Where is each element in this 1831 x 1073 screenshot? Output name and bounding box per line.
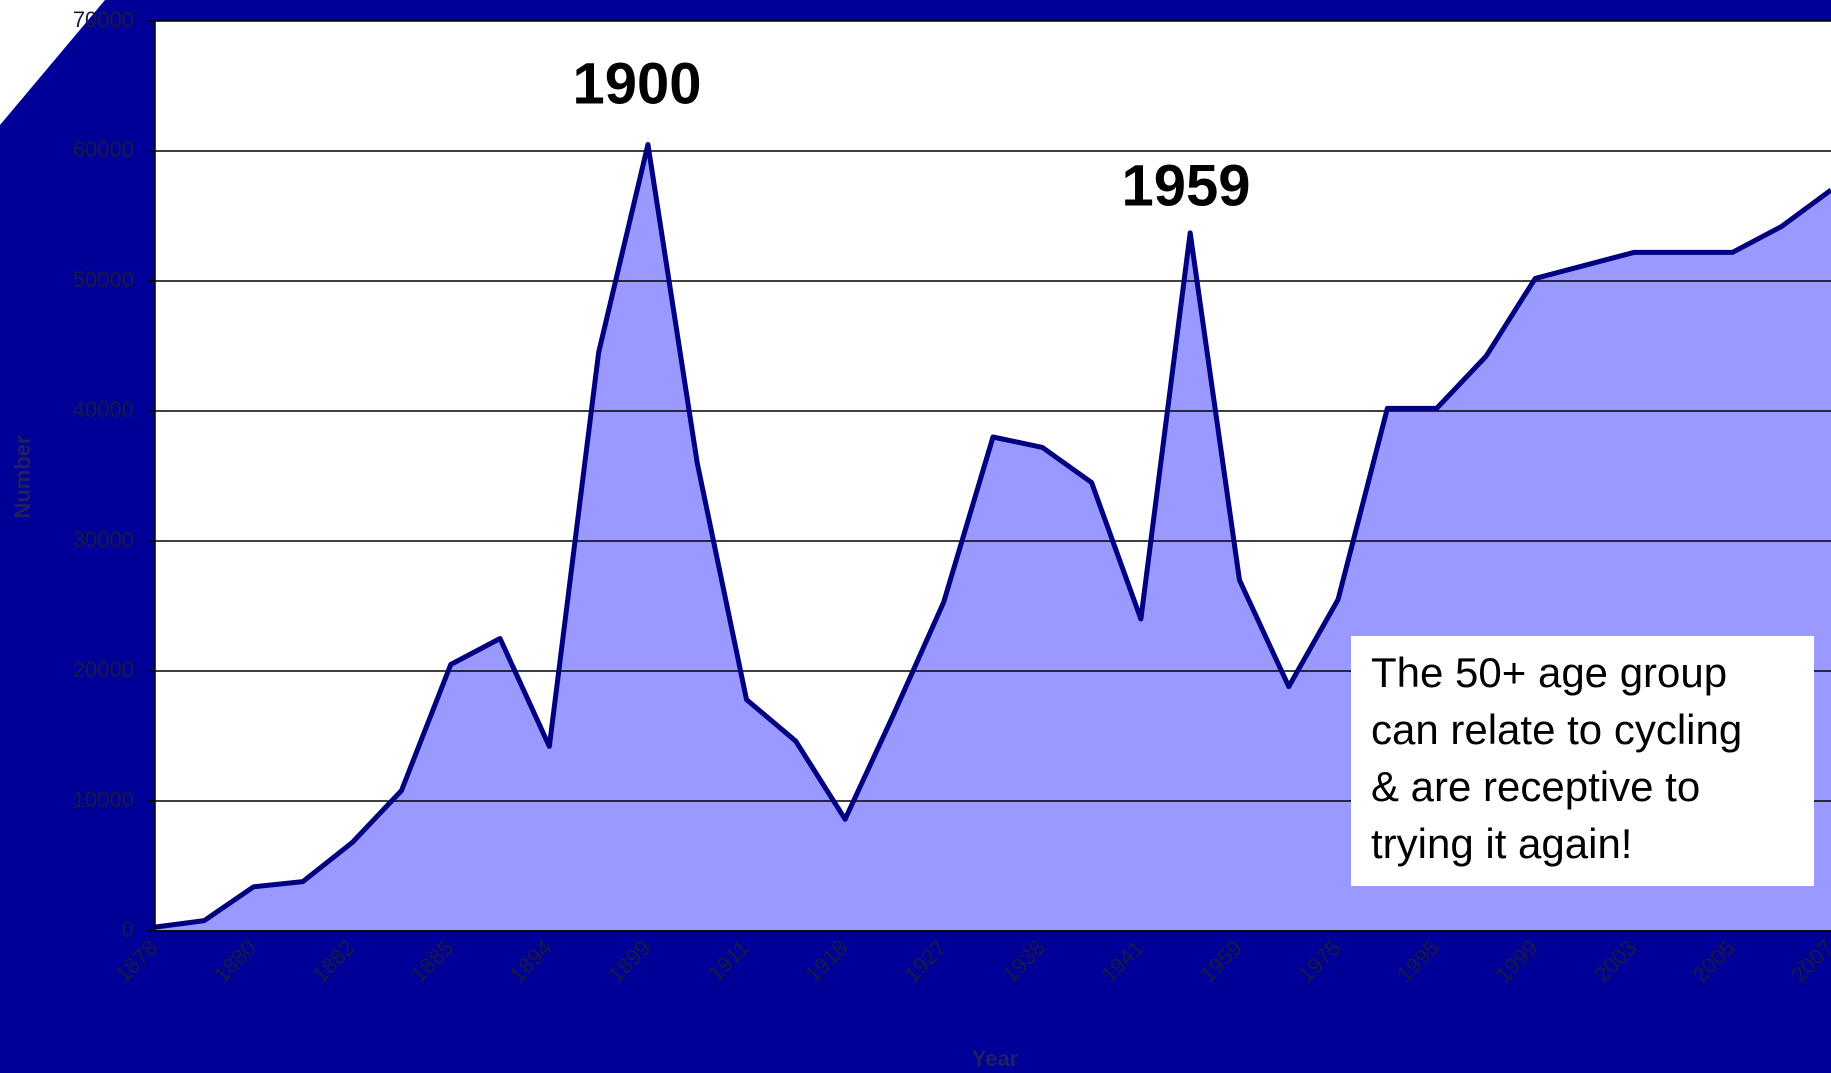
- note-text: The 50+ age group: [1371, 649, 1727, 696]
- y-tick-label: 30000: [73, 527, 134, 552]
- x-axis-label: Year: [972, 1046, 1019, 1071]
- note-box: [1351, 636, 1814, 886]
- y-tick-label: 0: [122, 917, 134, 942]
- note-text: can relate to cycling: [1371, 706, 1742, 753]
- y-tick-label: 70000: [73, 7, 134, 32]
- area-line: [154, 142, 1831, 930]
- y-tick-label: 10000: [73, 787, 134, 812]
- corner: [0, 0, 105, 125]
- peak-label: 1959: [1121, 153, 1250, 218]
- note-text: & are receptive to: [1371, 763, 1700, 810]
- y-tick-label: 60000: [73, 137, 134, 162]
- y-tick-label: 40000: [73, 397, 134, 422]
- note-text: trying it again!: [1371, 820, 1632, 867]
- y-tick-label: 20000: [73, 657, 134, 682]
- peak-label: 1900: [572, 51, 701, 116]
- y-axis-label: Number: [10, 435, 35, 519]
- y-tick-label: 50000: [73, 267, 134, 292]
